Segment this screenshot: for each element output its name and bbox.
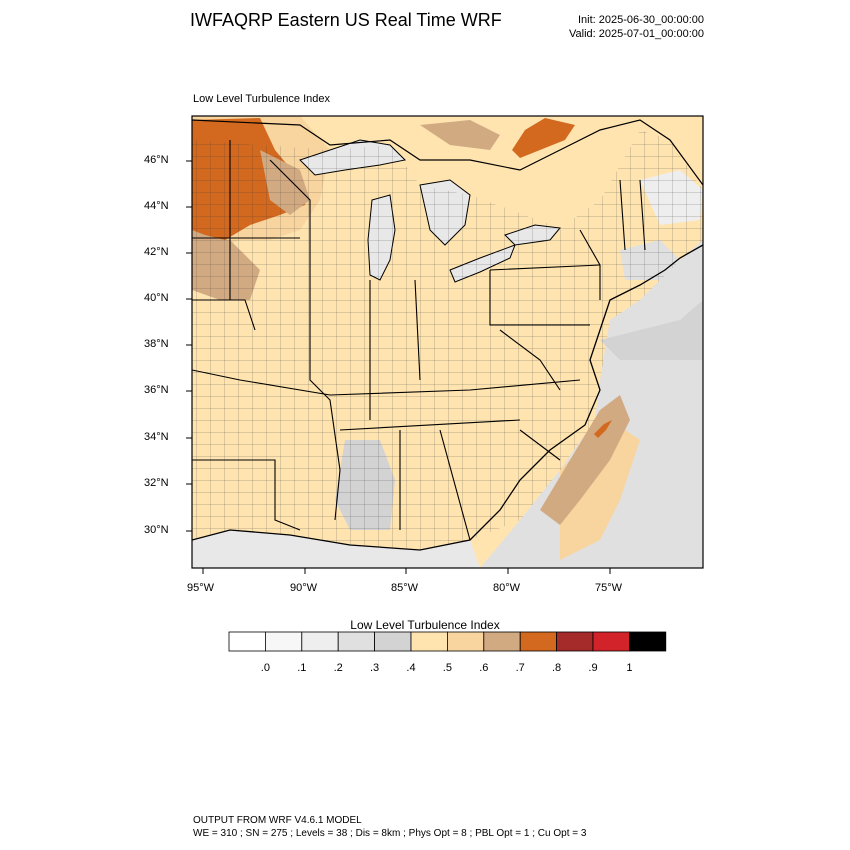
ocean-field-2	[600, 300, 703, 360]
lon-tick-label: 90°W	[290, 582, 318, 594]
colorbar	[228, 631, 667, 652]
lon-tick-label: 75°W	[595, 582, 623, 594]
lat-tick-label: 30°N	[144, 524, 169, 536]
colorbar-swatch	[446, 631, 485, 652]
lat-tick-label: 32°N	[144, 477, 169, 489]
colorbar-swatch	[519, 631, 558, 652]
lat-tick-label: 36°N	[144, 384, 169, 396]
lon-tick-label: 80°W	[493, 582, 521, 594]
axis-ticks	[186, 160, 611, 574]
lat-tick-label: 42°N	[144, 246, 169, 258]
coastline	[192, 244, 703, 551]
lat-tick-label: 46°N	[144, 154, 169, 166]
border-canada	[192, 119, 703, 186]
colorbar-swatch	[374, 631, 412, 652]
panel-title: Low Level Turbulence Index	[193, 93, 330, 105]
lat-tick-label: 38°N	[144, 338, 169, 350]
colorbar-swatch	[301, 631, 339, 652]
colorbar-label: 1	[626, 662, 633, 674]
map-frame	[191, 115, 704, 569]
footer-model-line: OUTPUT FROM WRF V4.6.1 MODEL	[193, 815, 362, 826]
colorbar-label: .1	[297, 662, 307, 674]
lat-tick-label: 44°N	[144, 200, 169, 212]
colorbar-label: .7	[515, 662, 525, 674]
colorbar-title: Low Level Turbulence Index	[350, 618, 500, 632]
colorbar-label: .4	[406, 662, 416, 674]
canada-peak-field	[512, 118, 575, 158]
lat-tick-label: 34°N	[144, 431, 169, 443]
colorbar-label: .2	[333, 662, 343, 674]
main-title: IWFAQRP Eastern US Real Time WRF	[190, 10, 502, 30]
lat-tick-label: 40°N	[144, 292, 169, 304]
colorbar-label: .0	[260, 662, 270, 674]
canada-high-field	[420, 120, 500, 150]
colorbar-swatch	[483, 631, 521, 652]
ocean-field	[480, 240, 703, 568]
colorbar-label: .8	[552, 662, 562, 674]
colorbar-label: .3	[370, 662, 380, 674]
colorbar-swatch	[629, 631, 667, 652]
valid-time: Valid: 2025-07-01_00:00:00	[569, 28, 704, 40]
colorbar-swatch	[410, 631, 448, 652]
colorbar-label: .6	[479, 662, 489, 674]
colorbar-swatch	[556, 631, 594, 652]
colorbar-swatch	[592, 631, 630, 652]
county-lines	[192, 130, 703, 550]
colorbar-swatch	[228, 631, 266, 652]
gulf-field	[192, 530, 480, 568]
init-time: Init: 2025-06-30_00:00:00	[578, 14, 704, 26]
lon-tick-label: 85°W	[391, 582, 419, 594]
footer-config-line: WE = 310 ; SN = 275 ; Levels = 38 ; Dis …	[193, 828, 587, 839]
offshore-peak-field	[594, 420, 612, 438]
colorbar-swatch	[264, 631, 303, 652]
colorbar-swatch	[337, 631, 376, 652]
colorbar-label: .9	[588, 662, 598, 674]
lon-tick-label: 95°W	[187, 582, 215, 594]
state-boundaries	[192, 140, 646, 541]
colorbar-label: .5	[442, 662, 452, 674]
